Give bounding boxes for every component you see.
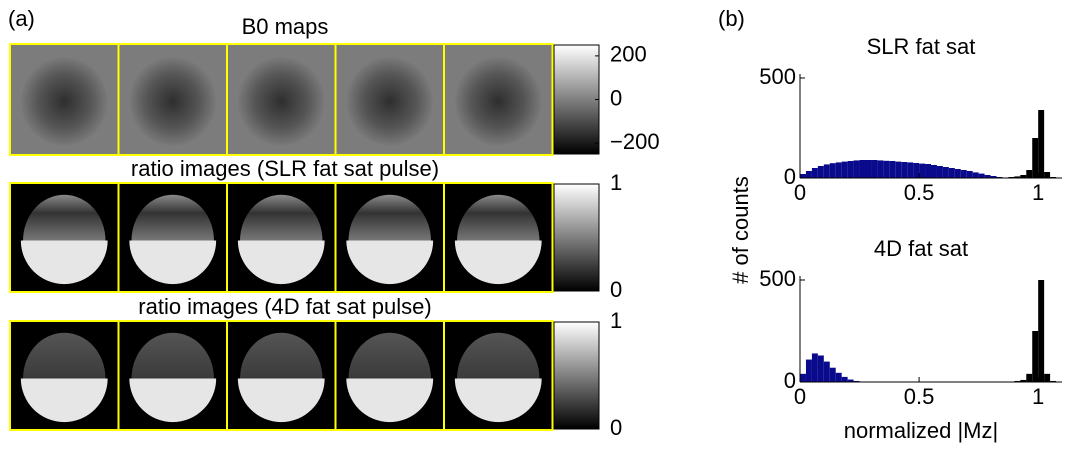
histogram-bar xyxy=(1032,331,1038,382)
histogram-bar xyxy=(979,174,985,178)
histogram-bar xyxy=(895,162,901,178)
y-tick-label: 500 xyxy=(759,64,796,89)
histogram-bar xyxy=(842,377,848,382)
figure: (a) (b) # of counts normalized |Mz| B0 m… xyxy=(0,0,1065,444)
histogram-bar xyxy=(812,353,818,382)
histogram-bar xyxy=(1026,374,1032,382)
colorbar-tick-label: 1 xyxy=(610,308,622,333)
row-title: ratio images (4D fat sat pulse) xyxy=(138,294,431,319)
histogram-bar xyxy=(907,162,913,178)
histogram-bar xyxy=(836,373,842,382)
x-tick-label: 0.5 xyxy=(904,180,935,205)
histogram-bar xyxy=(931,165,937,178)
histogram-bar xyxy=(824,362,830,382)
histogram-bar xyxy=(889,161,895,178)
histogram-bar xyxy=(961,170,967,178)
histogram-bar xyxy=(943,167,949,178)
panel-label: (a) xyxy=(8,6,35,31)
phantom xyxy=(455,57,542,146)
x-axis-label: normalized |Mz| xyxy=(844,418,998,443)
colorbar-tick-label: 0 xyxy=(610,415,622,440)
y-tick-label: 500 xyxy=(759,266,796,291)
histogram-bar xyxy=(937,166,943,178)
histogram-bar xyxy=(883,161,889,178)
histogram-bar xyxy=(848,161,854,178)
histogram-bar xyxy=(871,160,877,178)
colorbar-tick-label: 0 xyxy=(610,85,622,110)
histogram-bar xyxy=(806,171,812,178)
histogram-bar xyxy=(925,164,931,178)
y-axis-label: # of counts xyxy=(728,176,753,284)
histogram-bar xyxy=(812,168,818,178)
x-tick-label: 1 xyxy=(1032,384,1044,409)
histogram-bar xyxy=(866,160,872,178)
histogram-bar xyxy=(919,164,925,178)
histogram-bar xyxy=(818,355,824,382)
histogram-bar xyxy=(800,174,806,178)
colorbar xyxy=(554,45,599,154)
colorbar xyxy=(554,184,599,291)
phantom xyxy=(346,57,433,146)
histogram-bar xyxy=(836,162,842,178)
x-tick-label: 1 xyxy=(1032,180,1044,205)
histogram-bar xyxy=(854,160,860,178)
x-tick-label: 0 xyxy=(794,180,806,205)
histogram-bar xyxy=(818,166,824,178)
histogram-bar xyxy=(913,163,919,178)
x-tick-label: 0.5 xyxy=(904,384,935,409)
colorbar-tick-label: 1 xyxy=(610,170,622,195)
phantom xyxy=(238,57,325,146)
row-title: B0 maps xyxy=(242,14,329,39)
histogram-bar xyxy=(1032,138,1038,178)
histogram-bar xyxy=(800,374,806,382)
chart-title: 4D fat sat xyxy=(874,236,968,261)
histogram-bar xyxy=(842,162,848,178)
histogram-bar xyxy=(877,160,883,178)
histogram-bar xyxy=(1044,172,1050,178)
histogram-bar xyxy=(1044,374,1050,382)
histogram-bar xyxy=(824,164,830,178)
histogram-bar xyxy=(1026,170,1032,178)
colorbar-tick-label: 200 xyxy=(610,42,647,67)
chart-title: SLR fat sat xyxy=(867,34,976,59)
row-title: ratio images (SLR fat sat pulse) xyxy=(131,156,439,181)
histogram-bar xyxy=(955,169,961,178)
histogram-bar xyxy=(967,171,973,178)
colorbar xyxy=(554,322,599,429)
histogram-bar xyxy=(973,172,979,178)
histogram-bar xyxy=(1038,110,1044,178)
phantom xyxy=(21,57,108,146)
histogram-bar xyxy=(901,162,907,178)
histogram-bar xyxy=(860,160,866,178)
histogram-bar xyxy=(830,368,836,382)
histogram-bar xyxy=(830,163,836,178)
panel-label: (b) xyxy=(718,6,745,31)
phantom xyxy=(129,57,216,146)
colorbar-tick-label: 0 xyxy=(610,277,622,302)
x-tick-label: 0 xyxy=(794,384,806,409)
histogram-bar xyxy=(806,360,812,382)
histogram-bar xyxy=(1038,280,1044,382)
colorbar-tick-label: −200 xyxy=(610,129,660,154)
histogram-bar xyxy=(949,168,955,178)
